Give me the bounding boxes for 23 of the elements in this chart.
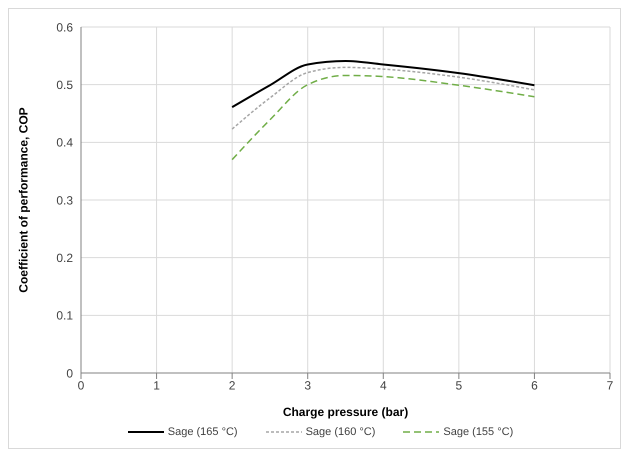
x-tick-label: 1 [153,378,160,393]
x-tick-label: 4 [380,378,387,393]
y-tick-label: 0.3 [56,193,74,208]
x-axis-title: Charge pressure (bar) [282,405,408,419]
y-axis-title: Coefficient of performance, COP [16,107,30,293]
x-tick-label: 0 [78,378,85,393]
line-series [231,60,536,108]
y-tick-label: 0.2 [56,250,74,265]
line-series [231,66,536,130]
y-tick-label: 0.4 [56,136,74,150]
y-tick-label: 0.6 [56,20,74,34]
y-tick-label: 0.5 [56,78,74,92]
line-series [231,74,536,160]
legend-label: Sage (160 °C) [306,426,376,438]
x-tick-label: 6 [531,378,538,393]
x-tick-label: 5 [456,378,463,393]
y-tick-label: 0 [66,366,74,380]
x-tick-label: 3 [304,378,312,393]
y-tick-label: 0.1 [56,308,74,323]
legend-label: Sage (155 °C) [443,426,514,438]
legend-label: Sage (165 °C) [168,426,238,438]
x-tick-label: 2 [228,378,236,393]
x-tick-label: 7 [606,378,614,393]
